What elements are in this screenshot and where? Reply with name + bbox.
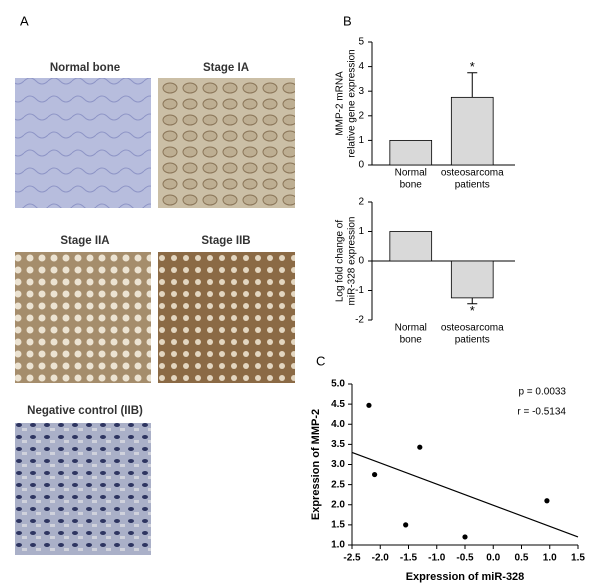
significance-mark: * [470,59,475,74]
y-tick-label: 3.0 [331,459,345,470]
point [544,498,550,504]
x-tick-label: -0.5 [456,553,474,564]
y-tick-label: 4 [358,61,364,72]
histology-image [158,252,295,383]
y-axis-label: Log fold change of [335,220,346,303]
y-axis-label: Expression of MMP-2 [310,409,322,520]
histology-image [15,423,151,555]
point [403,522,409,528]
x-tick-label: 1.0 [543,553,557,564]
bar [450,96,494,166]
image-title: Stage IIB [201,235,250,247]
x-tick-label: patients [455,335,490,346]
histology-image [15,252,151,383]
y-tick-label: 1.0 [331,540,345,551]
x-tick-label: patients [455,180,490,191]
histology-image [158,78,295,208]
annotation: p = 0.0033 [518,387,566,398]
y-axis-label: relative gene expression [347,49,358,157]
x-tick-label: Normal [395,323,427,334]
point [462,534,468,540]
point [372,471,378,478]
bar [389,231,433,262]
panel-label: C [316,353,325,368]
x-tick-label: -2.0 [372,553,390,564]
y-axis-label: MMP-2 mRNA [335,71,346,136]
x-tick-label: 0.0 [486,553,500,564]
x-tick-label: -1.0 [428,553,446,564]
y-tick-label: 3 [358,86,364,97]
significance-mark: * [470,303,475,318]
x-tick-label: -2.5 [343,553,361,564]
image-title: Stage IIA [60,235,109,247]
y-tick-label: 2.0 [331,499,345,510]
panel-label: B [343,13,352,28]
x-tick-label: bone [400,180,423,191]
y-tick-label: 4.5 [331,399,345,410]
image-title: Stage IA [203,62,249,74]
y-tick-label: 1.5 [331,520,345,531]
y-tick-label: -1 [355,285,364,296]
bar [389,139,433,166]
panel-label: A [20,13,29,28]
y-tick-label: 2 [358,197,364,208]
y-tick-label: 0 [358,160,364,171]
x-tick-label: 0.5 [515,553,529,564]
y-tick-label: 2 [358,110,364,121]
image-title: Negative control (IIB) [27,405,143,417]
y-tick-label: 5.0 [331,379,345,390]
y-tick-label: 2.5 [331,479,345,490]
x-tick-label: osteosarcoma [441,168,504,179]
error-bar [467,297,478,305]
x-tick-label: -1.5 [400,553,418,564]
y-axis-label: miR-328 expression [347,217,358,306]
point [366,402,372,408]
y-tick-label: 5 [358,37,364,48]
y-tick-label: 3.5 [331,439,345,450]
trendline [351,451,579,538]
error-bar [467,72,478,98]
x-axis-label: Expression of miR-328 [406,571,525,583]
image-title: Normal bone [50,62,120,74]
y-tick-label: 1 [358,135,364,146]
x-tick-label: 1.5 [571,553,585,564]
point [417,444,423,450]
x-tick-label: Normal [395,168,427,179]
y-tick-label: 0 [358,256,364,267]
histology-image [15,78,151,208]
x-tick-label: osteosarcoma [441,323,504,334]
y-tick-label: 1 [358,226,364,237]
annotation: r = -0.5134 [517,407,566,418]
y-tick-label: 4.0 [331,419,345,430]
y-tick-label: -2 [355,315,364,326]
bar [450,260,494,299]
x-tick-label: bone [400,335,423,346]
